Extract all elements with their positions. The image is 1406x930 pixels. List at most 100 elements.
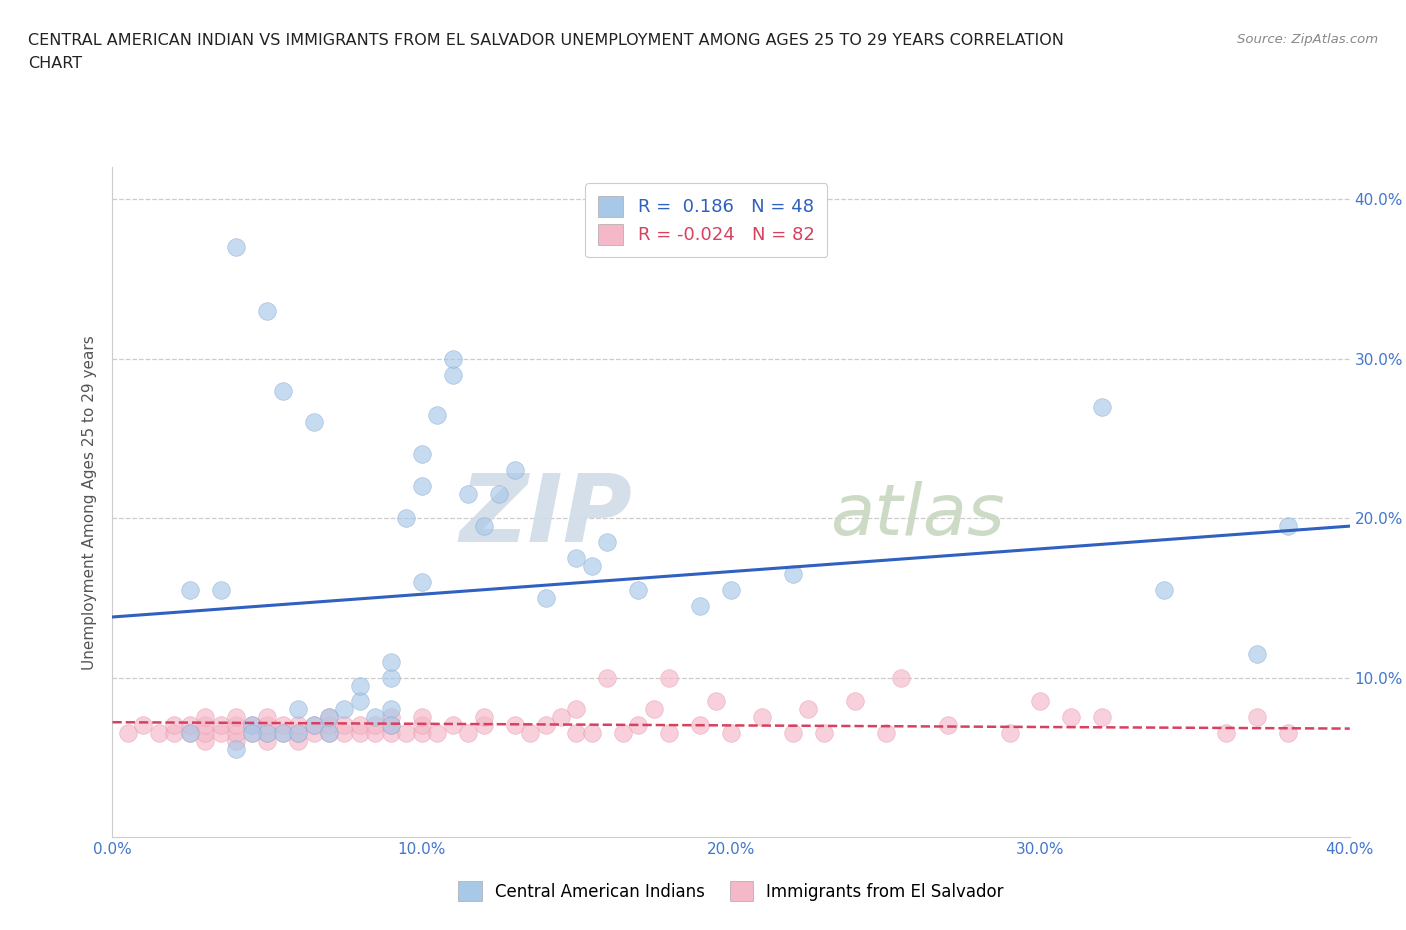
Point xyxy=(240,718,263,733)
Point xyxy=(643,702,665,717)
Point xyxy=(565,702,588,717)
Point xyxy=(488,486,510,501)
Point xyxy=(704,694,727,709)
Point xyxy=(658,671,681,685)
Point xyxy=(503,718,526,733)
Point xyxy=(287,702,309,717)
Point xyxy=(225,718,247,733)
Point xyxy=(441,367,464,382)
Point xyxy=(364,718,387,733)
Point xyxy=(287,726,309,741)
Point xyxy=(256,726,278,741)
Point xyxy=(1060,710,1083,724)
Legend: Central American Indians, Immigrants from El Salvador: Central American Indians, Immigrants fro… xyxy=(450,873,1012,909)
Point xyxy=(132,718,155,733)
Point xyxy=(457,726,479,741)
Text: ZIP: ZIP xyxy=(460,470,633,562)
Point xyxy=(349,678,371,693)
Point xyxy=(380,710,402,724)
Point xyxy=(1091,399,1114,414)
Point xyxy=(194,726,217,741)
Point xyxy=(225,726,247,741)
Point xyxy=(380,654,402,669)
Point xyxy=(333,726,356,741)
Point xyxy=(411,710,433,724)
Point xyxy=(782,726,804,741)
Point xyxy=(380,702,402,717)
Point xyxy=(720,726,742,741)
Point xyxy=(426,726,449,741)
Point xyxy=(256,726,278,741)
Point xyxy=(441,352,464,366)
Point xyxy=(1246,646,1268,661)
Point xyxy=(1277,519,1299,534)
Point xyxy=(411,479,433,494)
Point xyxy=(209,718,232,733)
Point xyxy=(179,726,201,741)
Point xyxy=(225,742,247,757)
Point xyxy=(426,407,449,422)
Point xyxy=(844,694,866,709)
Point xyxy=(411,718,433,733)
Point xyxy=(225,734,247,749)
Point xyxy=(287,726,309,741)
Point xyxy=(519,726,541,741)
Point xyxy=(411,447,433,462)
Point xyxy=(209,726,232,741)
Point xyxy=(472,710,495,724)
Point xyxy=(256,303,278,318)
Point xyxy=(596,535,619,550)
Point xyxy=(1153,582,1175,597)
Y-axis label: Unemployment Among Ages 25 to 29 years: Unemployment Among Ages 25 to 29 years xyxy=(82,335,97,670)
Point xyxy=(256,734,278,749)
Point xyxy=(627,718,650,733)
Point xyxy=(380,718,402,733)
Point xyxy=(349,726,371,741)
Point xyxy=(689,598,711,613)
Point xyxy=(179,726,201,741)
Point xyxy=(797,702,820,717)
Point xyxy=(287,734,309,749)
Point xyxy=(395,511,418,525)
Point xyxy=(534,591,557,605)
Point xyxy=(117,726,139,741)
Point xyxy=(333,702,356,717)
Point xyxy=(875,726,897,741)
Point xyxy=(318,710,340,724)
Point xyxy=(256,710,278,724)
Point xyxy=(302,718,325,733)
Point xyxy=(503,463,526,478)
Point xyxy=(240,718,263,733)
Point xyxy=(890,671,912,685)
Point xyxy=(318,726,340,741)
Point xyxy=(349,718,371,733)
Point xyxy=(565,726,588,741)
Point xyxy=(271,383,294,398)
Point xyxy=(472,718,495,733)
Point xyxy=(287,718,309,733)
Point xyxy=(380,718,402,733)
Point xyxy=(813,726,835,741)
Text: Source: ZipAtlas.com: Source: ZipAtlas.com xyxy=(1237,33,1378,46)
Point xyxy=(240,726,263,741)
Point xyxy=(1091,710,1114,724)
Point xyxy=(720,582,742,597)
Point xyxy=(395,726,418,741)
Point xyxy=(1246,710,1268,724)
Point xyxy=(1215,726,1237,741)
Point xyxy=(349,694,371,709)
Point xyxy=(658,726,681,741)
Point xyxy=(318,710,340,724)
Point xyxy=(271,726,294,741)
Point xyxy=(179,718,201,733)
Point xyxy=(689,718,711,733)
Point xyxy=(179,582,201,597)
Point xyxy=(751,710,773,724)
Point xyxy=(364,726,387,741)
Text: CENTRAL AMERICAN INDIAN VS IMMIGRANTS FROM EL SALVADOR UNEMPLOYMENT AMONG AGES 2: CENTRAL AMERICAN INDIAN VS IMMIGRANTS FR… xyxy=(28,33,1064,47)
Point xyxy=(581,726,603,741)
Point xyxy=(163,726,186,741)
Point xyxy=(318,726,340,741)
Point xyxy=(380,671,402,685)
Point xyxy=(550,710,572,724)
